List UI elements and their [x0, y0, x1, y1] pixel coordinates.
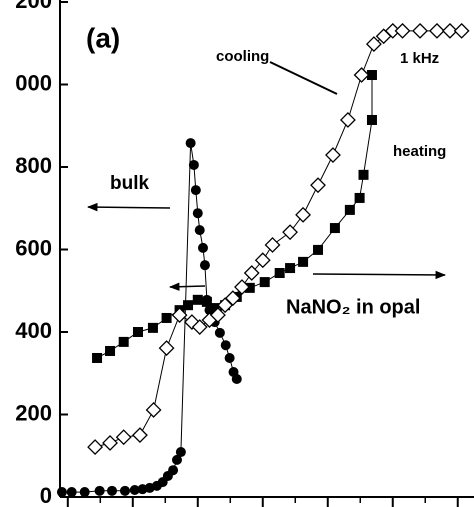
y-tick-label: 0 — [40, 483, 52, 507]
point — [264, 237, 281, 253]
point — [274, 268, 285, 279]
point — [298, 256, 309, 267]
point — [147, 322, 158, 333]
point — [243, 265, 260, 281]
point — [197, 242, 208, 253]
point — [282, 224, 298, 241]
point — [191, 319, 208, 335]
point — [429, 22, 445, 39]
point — [192, 208, 203, 219]
point — [175, 447, 186, 458]
point — [188, 159, 199, 170]
point — [185, 138, 196, 149]
y-tick-label: 200 — [15, 0, 52, 13]
arrow — [269, 61, 338, 95]
point — [339, 112, 356, 128]
y-tick-label: 000 — [15, 70, 52, 95]
point — [199, 260, 210, 271]
point — [145, 402, 162, 418]
y-tick-label: 400 — [15, 318, 52, 343]
point — [313, 244, 324, 255]
point — [344, 204, 355, 215]
point — [129, 484, 140, 495]
arrow — [168, 282, 206, 291]
point — [295, 206, 311, 223]
series-line — [94, 30, 462, 448]
point — [224, 290, 241, 307]
arrow — [86, 202, 171, 212]
point — [224, 352, 235, 363]
point — [310, 177, 326, 194]
point — [118, 336, 129, 347]
point — [183, 300, 194, 311]
annotation: bulk — [110, 173, 149, 194]
y-tick-label: 200 — [15, 400, 52, 425]
point — [442, 22, 458, 39]
point — [132, 427, 148, 444]
point — [56, 487, 67, 498]
point — [158, 340, 175, 357]
point — [161, 312, 172, 323]
point — [115, 429, 132, 446]
point — [234, 279, 250, 295]
annotation: cooling — [216, 48, 269, 65]
point — [102, 435, 118, 451]
point — [231, 374, 242, 385]
point — [201, 296, 212, 307]
point — [79, 487, 90, 498]
point — [325, 147, 341, 163]
point — [192, 294, 203, 305]
annotation: NaNO₂ in opal — [286, 296, 420, 318]
point — [209, 303, 220, 314]
point — [254, 252, 271, 269]
point — [105, 345, 116, 356]
point — [394, 22, 411, 39]
point — [66, 487, 77, 498]
point — [194, 225, 205, 236]
point — [119, 485, 130, 496]
annotation: heating — [393, 143, 446, 160]
point — [92, 352, 103, 363]
point — [87, 439, 104, 456]
point — [412, 22, 428, 39]
point — [365, 36, 382, 52]
arrow — [312, 270, 447, 280]
point — [358, 169, 369, 180]
point — [259, 277, 270, 288]
point — [366, 70, 377, 81]
point — [220, 340, 231, 351]
point — [285, 263, 296, 274]
point — [366, 114, 377, 125]
plot-area — [56, 22, 470, 498]
point — [94, 485, 105, 496]
panel-label: (a) — [86, 22, 120, 53]
y-tick-label: 800 — [15, 153, 52, 178]
point — [106, 485, 117, 496]
annotation: 1 kHz — [400, 50, 439, 67]
point — [214, 327, 225, 338]
point — [132, 327, 143, 337]
point — [190, 185, 201, 196]
point — [244, 282, 255, 293]
point — [171, 307, 188, 324]
point — [171, 454, 182, 465]
point — [329, 223, 340, 234]
point — [353, 67, 370, 83]
point — [168, 465, 179, 476]
point — [354, 192, 365, 203]
y-tick-label: 600 — [15, 235, 52, 260]
point — [453, 22, 470, 39]
point — [210, 307, 226, 324]
